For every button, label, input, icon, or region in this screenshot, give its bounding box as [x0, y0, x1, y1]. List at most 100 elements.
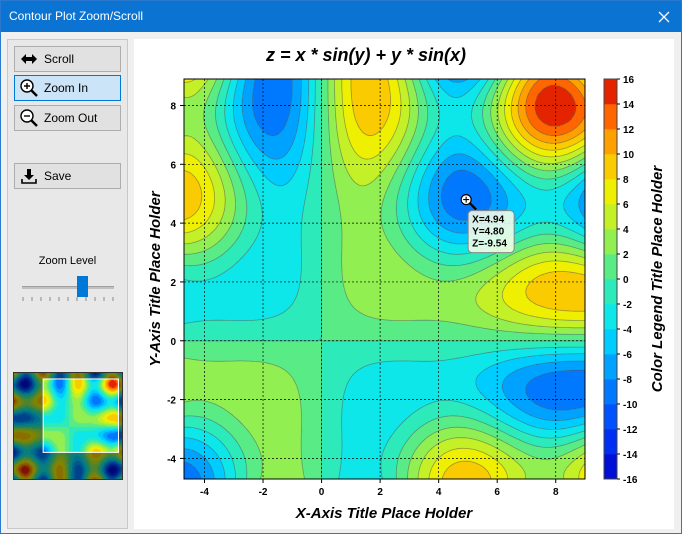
color-legend-band [604, 429, 617, 455]
download-icon [18, 166, 40, 186]
overview-map[interactable] [14, 373, 123, 480]
zoom-slider-thumb[interactable] [77, 276, 89, 297]
x-tick-label: -4 [200, 487, 209, 498]
color-legend-band [604, 204, 617, 230]
color-legend-band [604, 254, 617, 280]
zoom-out-label: Zoom Out [44, 111, 98, 125]
y-tick-label: 0 [170, 337, 176, 348]
y-tick-label: -2 [167, 396, 176, 407]
grid-lines [184, 79, 585, 479]
zoom-out-icon [18, 108, 40, 128]
color-legend-band [604, 379, 617, 405]
x-tick-label: 8 [553, 487, 559, 498]
color-legend-label: 14 [623, 100, 635, 111]
color-legend-label: 4 [623, 225, 629, 236]
contour-line [184, 79, 585, 479]
y-tick-label: 8 [170, 101, 176, 112]
tooltip-box [467, 210, 515, 254]
overview-viewport-fill [43, 378, 119, 453]
color-legend-band [604, 79, 617, 105]
window-title: Contour Plot Zoom/Scroll [9, 9, 144, 23]
color-legend-label: -2 [623, 300, 632, 311]
data-tooltip: X=4.94 Y=4.80 Z=-9.54 [467, 210, 515, 254]
scroll-button[interactable]: Scroll [14, 46, 121, 72]
x-axis-title: X-Axis Title Place Holder [295, 505, 474, 522]
title-bar: Contour Plot Zoom/Scroll [1, 1, 681, 32]
color-legend-label: 10 [623, 150, 635, 161]
color-legend-band [604, 104, 617, 130]
tooltip-z: Z=-9.54 [472, 239, 507, 250]
y-tick-label: 4 [170, 219, 176, 230]
color-legend-label: -14 [623, 450, 638, 461]
overview-navigator[interactable] [13, 372, 123, 480]
close-icon [658, 11, 670, 22]
contour-line [517, 79, 585, 144]
save-button[interactable]: Save [14, 163, 121, 189]
crosshair-plus [463, 196, 470, 203]
x-tick-label: -2 [259, 487, 268, 498]
contour-line [184, 79, 585, 479]
contour-plot[interactable]: z = x * sin(y) + y * sin(x) -4 -2 0 2 4 6 8 8 6… [134, 39, 674, 529]
tooltip-x: X=4.94 [472, 215, 504, 226]
color-legend-band [604, 279, 617, 305]
color-legend-label: -4 [623, 325, 632, 336]
color-legend-title: Color Legend Title Place Holder [649, 165, 666, 393]
x-tick-label: 4 [436, 487, 442, 498]
color-legend-label: 6 [623, 200, 629, 211]
y-tick-label: 6 [170, 160, 176, 171]
tooltip-y: Y=4.80 [472, 227, 504, 238]
y-tick-label: -4 [167, 454, 176, 465]
x-tick-label: 6 [494, 487, 500, 498]
save-label: Save [44, 169, 72, 183]
chart-title: z = x * sin(y) + y * sin(x) [265, 45, 466, 65]
color-legend-label: -6 [623, 350, 632, 361]
color-legend-label: 0 [623, 275, 629, 286]
zoom-in-label: Zoom In [44, 81, 89, 95]
crosshair-handle [468, 202, 477, 211]
zoom-slider-track[interactable] [22, 286, 114, 289]
color-legend-label: -12 [623, 425, 638, 436]
zoom-in-icon [18, 78, 40, 98]
color-legend: 16 14 12 10 8 6 4 2 0 -2 -4 -6 -8 -10 -12 -14 -16 [603, 75, 638, 486]
y-tick-label: 2 [170, 278, 176, 289]
y-axis-title: Y-Axis Title Place Holder [147, 190, 164, 367]
color-legend-band [604, 154, 617, 180]
overview-viewport[interactable] [42, 378, 119, 453]
color-legend-band [604, 354, 617, 380]
contour-line [184, 79, 585, 479]
color-legend-label: 16 [623, 75, 635, 86]
color-legend-band [604, 179, 617, 205]
color-legend-band [604, 404, 617, 430]
zoom-in-button[interactable]: Zoom In [14, 75, 121, 101]
color-legend-band [604, 304, 617, 330]
zoom-level-label: Zoom Level [38, 255, 97, 267]
control-panel: Scroll Zoom In Zoom Out [7, 39, 128, 529]
zoom-out-button[interactable]: Zoom Out [14, 105, 121, 131]
zoom-slider-ticks [22, 297, 114, 301]
crosshair-cursor [460, 193, 477, 211]
scroll-arrows-icon [18, 49, 40, 69]
color-legend-band [604, 229, 617, 255]
plot-border [183, 78, 586, 480]
color-legend-label: -10 [623, 400, 638, 411]
contour-line [184, 79, 585, 479]
contour-line [525, 79, 585, 136]
color-legend-band [604, 454, 617, 480]
color-legend-label: 2 [623, 250, 629, 261]
scroll-label: Scroll [44, 52, 75, 66]
heatmap-image [184, 79, 585, 479]
contour-line [184, 79, 585, 479]
contour-line [534, 85, 577, 127]
color-legend-label: 12 [623, 125, 635, 136]
close-button[interactable] [647, 1, 681, 32]
color-legend-label: -16 [623, 475, 638, 486]
contour-chart[interactable]: z = x * sin(y) + y * sin(x) -4 -2 0 2 4 6 8 8 6… [134, 39, 674, 529]
x-tick-label: 2 [377, 487, 383, 498]
x-tick-label: 0 [319, 487, 325, 498]
x-axis-ticks: -4 -2 0 2 4 6 8 [200, 479, 559, 498]
color-legend-band [604, 129, 617, 155]
color-legend-band [604, 329, 617, 355]
color-legend-label: 8 [623, 175, 629, 186]
contour-lines [184, 79, 585, 479]
